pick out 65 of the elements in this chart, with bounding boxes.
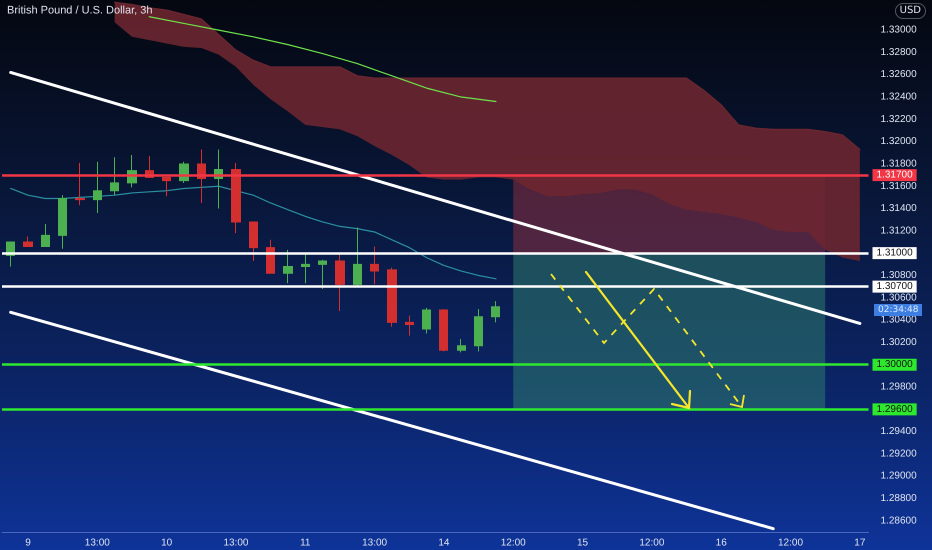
line-series [10, 186, 497, 280]
ref-line-label: 1.30000 [876, 359, 914, 370]
x-tick-label: 12:00 [639, 538, 665, 548]
y-tick-label: 1.31400 [880, 203, 918, 214]
y-tick-label: 1.29400 [880, 426, 918, 438]
y-tick-label: 1.33000 [880, 24, 918, 36]
y-tick-label: 1.32600 [880, 69, 918, 80]
candlestick [405, 315, 414, 336]
y-tick-label: 1.29800 [880, 382, 918, 393]
candlestick [41, 224, 50, 247]
y-tick-label: 1.30600 [880, 292, 918, 304]
candlestick [457, 338, 466, 353]
chart-title: British Pound / U.S. Dollar, 3h [7, 4, 153, 16]
x-tick-label: 9 [25, 538, 32, 548]
y-tick-label: 1.29200 [880, 448, 918, 460]
candlestick [93, 161, 102, 214]
y-tick-label: 1.28800 [880, 493, 918, 504]
candlestick [370, 246, 379, 285]
y-tick-label: 1.31800 [880, 158, 918, 170]
candlestick [283, 249, 293, 284]
y-tick-label: 1.32200 [880, 114, 918, 125]
ref-line-label: 1.29600 [876, 404, 914, 415]
y-tick-label: 1.32400 [880, 92, 918, 103]
y-axis-title: USD [894, 3, 926, 19]
y-tick-label: 1.32000 [880, 136, 918, 148]
candlestick [75, 162, 85, 206]
candlestick [422, 307, 431, 334]
y-tick-label: 1.31600 [880, 180, 918, 192]
candlestick [162, 176, 171, 197]
y-tick-label: 1.28600 [880, 515, 918, 526]
candlestick [249, 221, 258, 262]
candlestick [353, 227, 362, 288]
text: 02:34:48 [874, 304, 922, 316]
candlestick [266, 239, 275, 274]
candlestick [58, 194, 67, 250]
candlestick [23, 236, 33, 247]
ref-line-label: 1.31000 [876, 248, 914, 259]
y-tick-label: 1.30200 [880, 336, 918, 348]
candlestick [231, 162, 241, 234]
ref-line-label: 1.30700 [876, 281, 914, 292]
x-tick-label: 13:00 [223, 538, 249, 548]
x-tick-label: 12:00 [500, 538, 526, 548]
x-tick-label: 12:00 [778, 538, 804, 548]
candlestick [110, 156, 119, 196]
candlestick [301, 254, 310, 284]
candlestick [335, 252, 345, 312]
candlestick [474, 308, 483, 352]
y-tick-label: 1.30800 [880, 270, 918, 281]
x-tick-label: 13:00 [84, 538, 110, 548]
y-tick-label: 1.32800 [880, 46, 918, 58]
x-tick-label: 17 [854, 538, 866, 548]
x-tick-label: 16 [716, 538, 728, 548]
ref-line-label: 1.31700 [876, 170, 914, 181]
x-tick-label: 14 [438, 538, 450, 548]
candlestick [387, 267, 397, 328]
candlestick [439, 308, 448, 352]
candlestick [491, 300, 500, 323]
x-tick-label: 10 [161, 538, 173, 548]
line-series [148, 16, 497, 102]
x-tick-label: 15 [576, 538, 589, 548]
y-tick-label: 1.31200 [880, 225, 918, 236]
x-tick-label: 11 [300, 538, 311, 548]
x-tick-label: 13:00 [362, 538, 388, 548]
y-tick-label: 1.29000 [880, 470, 918, 482]
candlestick [318, 259, 327, 290]
